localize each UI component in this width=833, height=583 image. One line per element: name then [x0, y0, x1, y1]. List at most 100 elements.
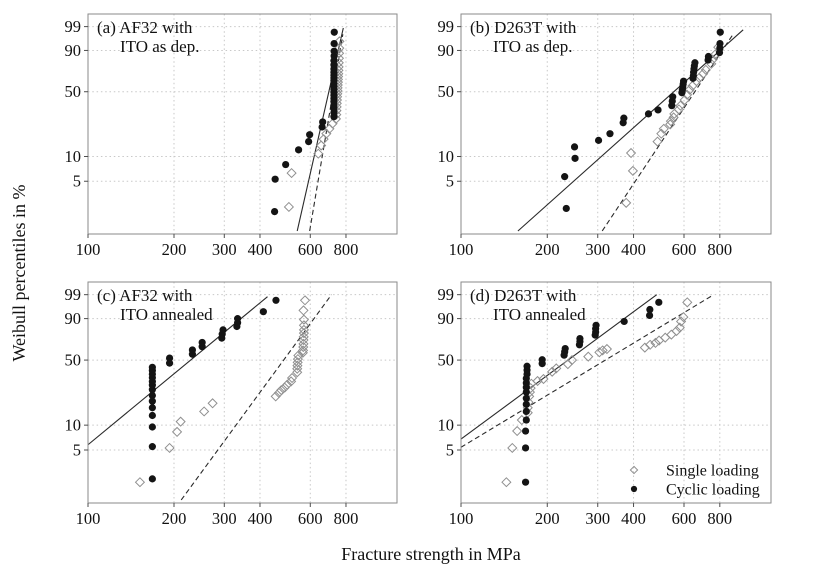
data-point-circle	[148, 404, 156, 412]
data-point-circle	[691, 59, 699, 67]
data-point-circle	[646, 305, 654, 314]
data-point-diamond	[645, 339, 656, 350]
data-point-diamond	[666, 329, 677, 340]
y-tick-label: 5	[73, 441, 81, 460]
axis-ticks: 100 200 300 400 600 800 99 90 50 10 5	[65, 285, 359, 528]
y-tick-label: 90	[65, 309, 82, 328]
data-point-diamond	[625, 147, 637, 159]
data-point-circle	[165, 354, 174, 362]
data-point-diamond	[675, 100, 686, 111]
y-tick-label: 99	[438, 17, 455, 36]
x-tick-label: 300	[585, 509, 610, 528]
gridlines	[461, 282, 771, 503]
x-tick-label: 300	[212, 509, 237, 528]
data-point-diamond	[562, 359, 573, 370]
data-point-diamond	[282, 379, 293, 390]
series-circle	[521, 298, 663, 486]
data-point-diamond	[299, 295, 311, 306]
x-tick-label: 100	[76, 509, 101, 528]
data-point-circle	[148, 411, 156, 420]
data-point-diamond	[207, 398, 218, 409]
svg-text:(b) D263T with: (b) D263T with	[470, 18, 577, 37]
data-point-circle	[148, 443, 156, 451]
data-point-circle	[271, 175, 279, 183]
data-point-circle	[148, 391, 156, 400]
x-tick-label: 800	[707, 509, 732, 528]
data-point-circle	[645, 311, 654, 320]
data-point-diamond	[171, 426, 183, 438]
axis-ticks: 100 200 300 400 600 800 99 90 50 10 5	[438, 285, 733, 528]
data-point-diamond	[286, 372, 298, 384]
data-point-circle	[571, 154, 579, 162]
data-point-diamond	[273, 387, 285, 399]
fit-lines	[517, 29, 744, 232]
y-tick-label: 10	[65, 147, 82, 166]
y-tick-label: 99	[65, 17, 82, 36]
data-point-circle	[234, 315, 242, 323]
y-tick-label: 99	[65, 285, 82, 304]
fit-line-dashed	[601, 33, 734, 232]
data-point-circle	[679, 77, 688, 85]
legend: Single loading Cyclic loading	[629, 463, 760, 499]
x-tick-label: 400	[248, 240, 273, 259]
data-point-diamond	[334, 36, 345, 47]
y-tick-label: 90	[438, 309, 455, 328]
svg-text:ITO as dep.: ITO as dep.	[120, 37, 199, 56]
y-axis-label: Weibull percentiles in %	[9, 184, 29, 362]
data-point-diamond	[627, 165, 639, 176]
x-tick-label: 300	[585, 240, 610, 259]
data-point-circle	[259, 308, 267, 316]
x-tick-label: 600	[298, 509, 323, 528]
data-point-circle	[148, 423, 156, 431]
data-point-diamond	[698, 68, 709, 79]
data-point-circle	[654, 106, 662, 114]
y-tick-label: 10	[438, 147, 455, 166]
data-point-diamond	[298, 324, 310, 336]
x-tick-label: 800	[707, 240, 732, 259]
plot-frame	[460, 281, 772, 504]
data-point-circle	[165, 359, 174, 367]
data-point-circle	[576, 334, 584, 343]
data-point-circle	[620, 114, 628, 122]
data-point-circle	[148, 397, 156, 405]
data-point-circle	[521, 478, 530, 486]
svg-text:(a) AF32 with: (a) AF32 with	[97, 18, 193, 37]
fit-line-dashed	[460, 294, 715, 448]
data-point-diamond	[547, 366, 558, 377]
data-point-diamond	[673, 104, 685, 115]
data-point-diamond	[621, 197, 632, 208]
data-point-diamond	[279, 382, 290, 393]
data-point-diamond	[682, 297, 693, 308]
x-tick-label: 100	[76, 240, 101, 259]
data-point-diamond	[674, 322, 685, 333]
data-point-circle	[644, 110, 653, 118]
data-point-circle	[561, 344, 569, 353]
y-tick-label: 90	[438, 41, 455, 60]
data-point-circle	[148, 363, 156, 371]
x-tick-label: 800	[334, 240, 359, 259]
data-point-diamond	[566, 354, 578, 366]
data-point-circle	[704, 52, 713, 61]
data-point-diamond	[313, 148, 324, 159]
legend-circle-icon	[630, 485, 638, 493]
fit-line-dashed	[180, 294, 332, 501]
data-point-diamond	[601, 343, 613, 355]
data-point-diamond	[321, 128, 332, 139]
series-circle	[148, 296, 280, 483]
data-point-circle	[319, 118, 327, 126]
x-tick-label: 200	[535, 509, 560, 528]
data-point-circle	[570, 143, 579, 151]
data-point-circle	[282, 160, 290, 169]
x-tick-label: 800	[334, 509, 359, 528]
data-point-diamond	[199, 406, 210, 417]
data-point-circle	[716, 39, 724, 48]
data-point-diamond	[293, 350, 304, 361]
data-point-diamond	[671, 325, 682, 337]
x-tick-label: 600	[672, 509, 697, 528]
y-tick-label: 50	[438, 82, 455, 101]
data-point-diamond	[551, 363, 562, 374]
svg-text:ITO annealed: ITO annealed	[120, 305, 213, 324]
data-point-circle	[272, 296, 280, 304]
svg-text:(c) AF32 with: (c) AF32 with	[97, 286, 193, 305]
